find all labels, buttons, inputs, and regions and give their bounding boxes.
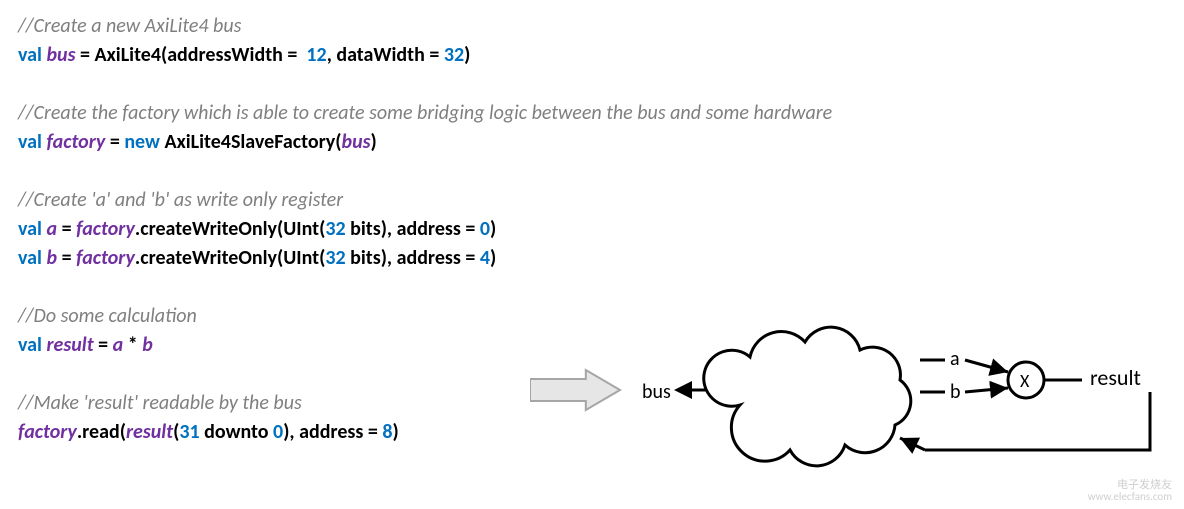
code-token-plain: * — [123, 333, 142, 357]
code-token-kw: val — [18, 333, 46, 357]
code-token-plain: = — [57, 246, 76, 270]
label-x: X — [1020, 370, 1030, 392]
code-token-kw: val — [18, 217, 46, 241]
code-token-ident: factory — [76, 246, 135, 270]
code-token-plain: bits), address = — [346, 246, 480, 270]
code-token-comment: //Create 'a' and 'b' as write only regis… — [18, 188, 343, 212]
label-bus: bus — [642, 380, 671, 404]
block-arrow-icon — [530, 370, 620, 410]
code-token-ident: b — [46, 246, 57, 270]
code-token-num: 12 — [306, 43, 326, 67]
code-token-num: 32 — [444, 43, 464, 67]
code-token-kw: new — [124, 130, 164, 154]
cloud-icon — [704, 327, 911, 466]
label-b: b — [950, 380, 961, 404]
code-token-num: 8 — [382, 420, 392, 444]
wire-feedback-into-cloud — [900, 438, 925, 450]
wire-a-to-mult — [965, 360, 1008, 372]
code-token-num: 0 — [480, 217, 490, 241]
code-token-plain: .createWriteOnly(UInt( — [135, 246, 325, 270]
code-token-plain: ), address = — [283, 420, 382, 444]
code-token-comment: //Make 'result' readable by the bus — [18, 391, 302, 415]
code-token-plain: , dataWidth = — [327, 43, 444, 67]
code-token-ident: factory — [46, 130, 105, 154]
code-token-plain: ) — [371, 130, 377, 154]
code-token-ident: b — [142, 333, 153, 357]
code-token-plain: ) — [490, 217, 496, 241]
code-token-plain: .createWriteOnly(UInt( — [135, 217, 325, 241]
code-token-ident: factory — [18, 420, 77, 444]
code-token-ident: a — [113, 333, 124, 357]
code-token-ident: a — [46, 217, 57, 241]
label-a: a — [950, 347, 960, 371]
code-token-ident: factory — [76, 217, 135, 241]
code-token-num: 32 — [325, 246, 345, 270]
code-token-plain: = AxiLite4(addressWidth = — [75, 43, 306, 67]
wire-b-to-mult — [965, 388, 1008, 392]
diagram-svg: bus ab Xresult — [530, 310, 1170, 490]
code-token-plain: = — [57, 217, 76, 241]
watermark-line2: www.elecfans.com — [1088, 491, 1172, 503]
watermark: 电子发烧友 www.elecfans.com — [1088, 479, 1172, 503]
code-token-kw: val — [18, 246, 46, 270]
code-token-kw: val — [18, 130, 46, 154]
code-token-ident: bus — [46, 43, 75, 67]
code-token-ident: bus — [342, 130, 371, 154]
code-token-plain: bits), address = — [346, 217, 480, 241]
code-token-comment: //Do some calculation — [18, 304, 197, 328]
code-token-plain: .read( — [77, 420, 126, 444]
code-token-num: 32 — [325, 217, 345, 241]
code-token-comment: //Create the factory which is able to cr… — [18, 101, 832, 125]
code-token-ident: result — [126, 420, 173, 444]
code-token-num: 0 — [273, 420, 283, 444]
code-token-plain: = — [94, 333, 113, 357]
label-result: result — [1090, 364, 1141, 391]
code-token-plain: = — [105, 130, 124, 154]
code-token-plain: downto — [200, 420, 273, 444]
code-token-plain: ) — [490, 246, 496, 270]
code-token-plain: ) — [393, 420, 399, 444]
code-token-comment: //Create a new AxiLite4 bus — [18, 14, 241, 38]
code-token-num: 4 — [480, 246, 490, 270]
code-token-kw: val — [18, 43, 46, 67]
code-token-ident: result — [46, 333, 93, 357]
code-token-plain: AxiLite4SlaveFactory( — [164, 130, 341, 154]
code-token-plain: ) — [464, 43, 470, 67]
diagram: bus ab Xresult — [530, 310, 1170, 490]
code-token-num: 31 — [179, 420, 199, 444]
